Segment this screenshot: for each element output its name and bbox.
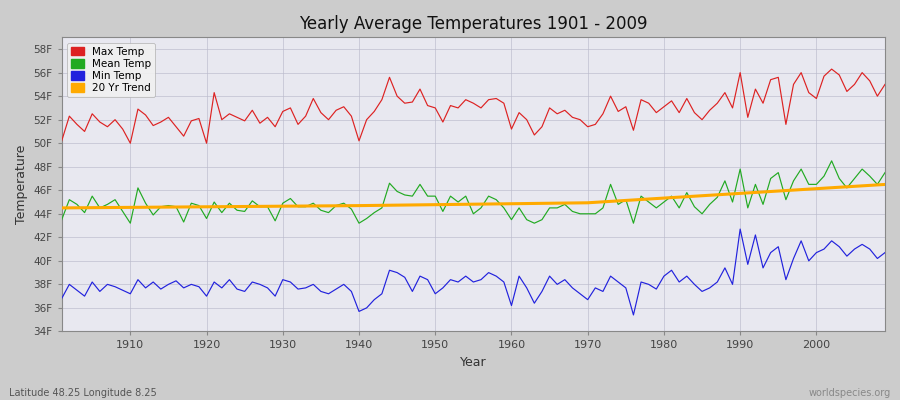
Mean Temp [826,158,837,163]
20 Yr Trend [285,204,296,208]
Mean Temp [292,204,303,209]
Min Temp [506,303,517,308]
Mean Temp [338,201,349,206]
Max Temp [506,127,517,132]
Max Temp [514,110,525,115]
Text: Latitude 48.25 Longitude 8.25: Latitude 48.25 Longitude 8.25 [9,388,157,398]
Max Temp [117,127,128,132]
Mean Temp [506,217,517,222]
Line: Min Temp: Min Temp [62,229,885,315]
20 Yr Trend [499,202,509,206]
Min Temp [499,280,509,284]
Title: Yearly Average Temperatures 1901 - 2009: Yearly Average Temperatures 1901 - 2009 [299,15,648,33]
Mean Temp [125,221,136,226]
Min Temp [117,288,128,293]
20 Yr Trend [117,205,128,210]
Mean Temp [879,170,890,175]
Text: worldspecies.org: worldspecies.org [809,388,891,398]
20 Yr Trend [506,201,517,206]
Max Temp [826,67,837,72]
Min Temp [879,250,890,255]
Max Temp [879,82,890,87]
Line: 20 Yr Trend: 20 Yr Trend [62,184,885,208]
20 Yr Trend [879,182,890,187]
Max Temp [338,104,349,109]
Min Temp [628,312,639,317]
Max Temp [125,141,136,146]
Min Temp [598,289,608,294]
20 Yr Trend [330,203,341,208]
Max Temp [57,138,68,143]
Min Temp [57,296,68,301]
Line: Mean Temp: Mean Temp [62,161,885,223]
Mean Temp [514,206,525,210]
Min Temp [734,227,745,232]
Max Temp [605,94,616,98]
Y-axis label: Temperature: Temperature [15,145,28,224]
Mean Temp [117,209,128,214]
Mean Temp [605,182,616,187]
Max Temp [292,122,303,127]
20 Yr Trend [598,200,608,204]
Mean Temp [57,217,68,222]
X-axis label: Year: Year [460,356,487,369]
Min Temp [285,280,296,284]
Legend: Max Temp, Mean Temp, Min Temp, 20 Yr Trend: Max Temp, Mean Temp, Min Temp, 20 Yr Tre… [67,42,155,97]
Line: Max Temp: Max Temp [62,69,885,143]
Min Temp [330,287,341,292]
20 Yr Trend [57,206,68,210]
